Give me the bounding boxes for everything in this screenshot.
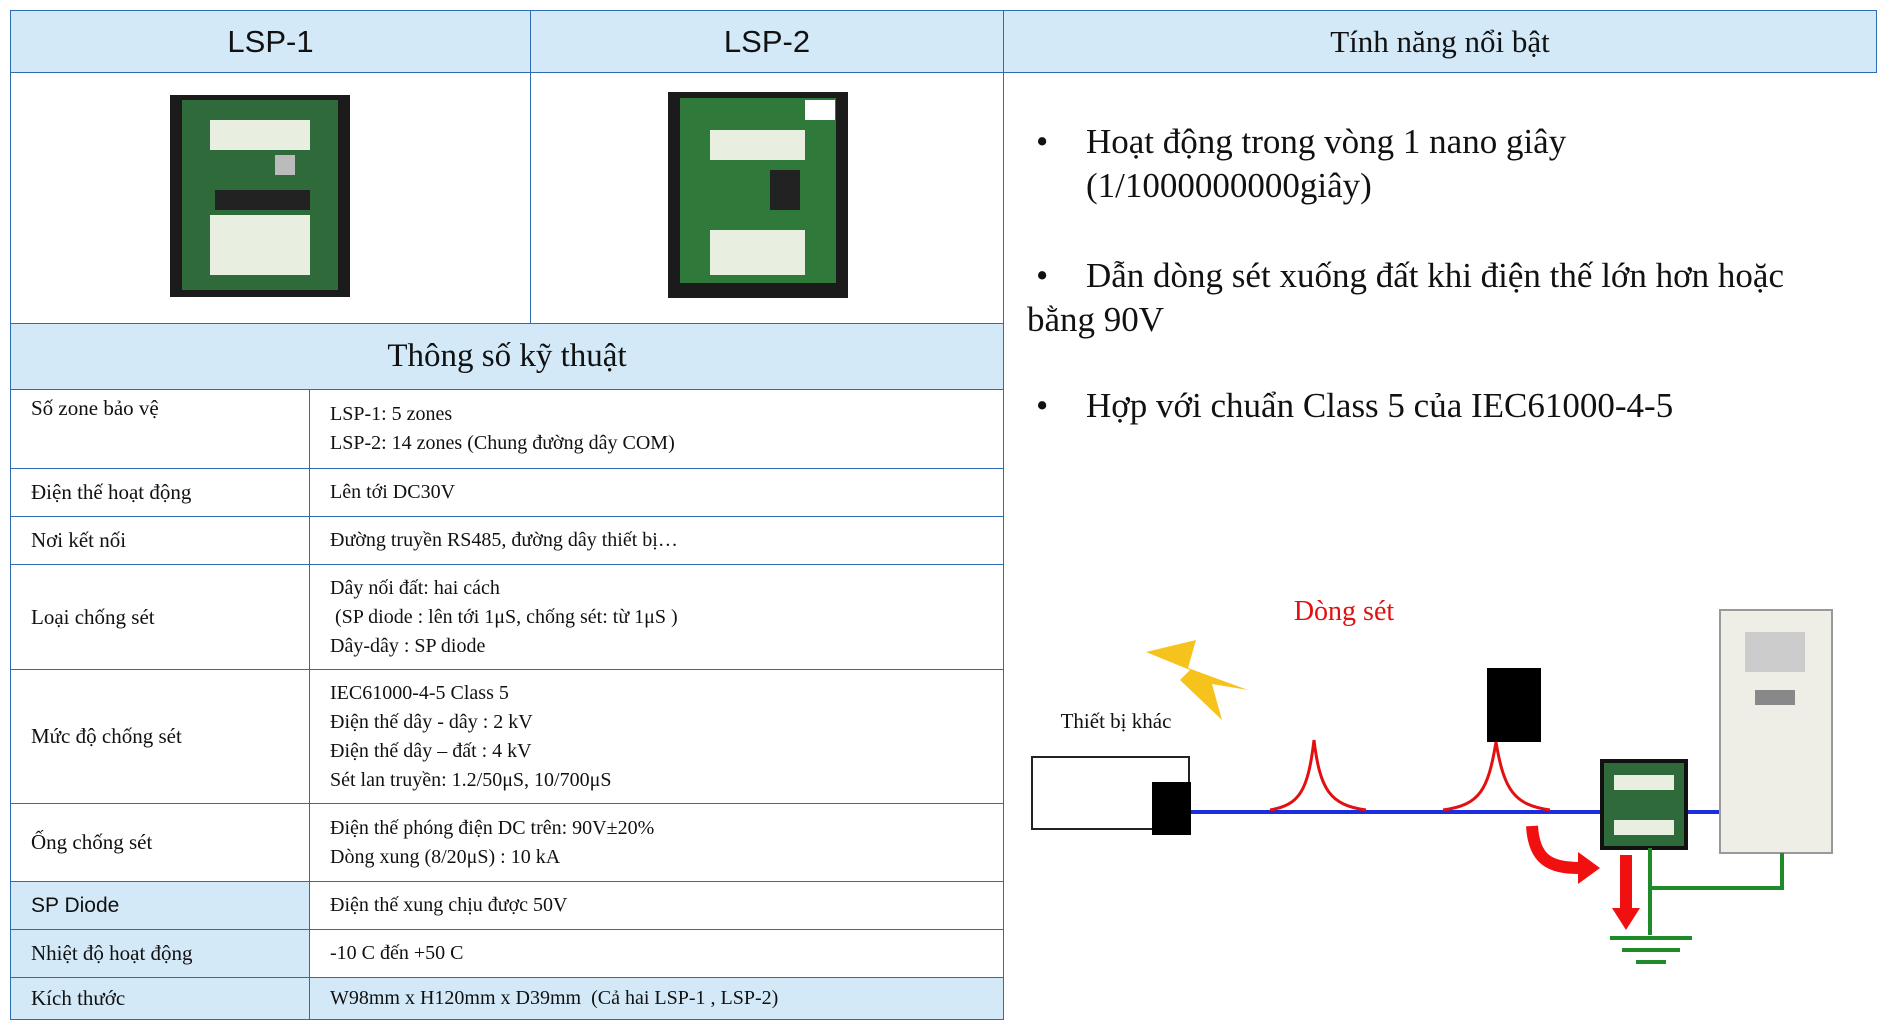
- feature-line: bằng 90V: [1027, 300, 1165, 339]
- surge-pulse: [1269, 739, 1367, 812]
- diagram: [1031, 609, 1833, 964]
- surge-pulse: [1442, 741, 1551, 812]
- spec-label-cell: Loại chống sét: [10, 564, 310, 670]
- spec-value-line: (SP diode : lên tới 1μS, chống sét: từ 1…: [330, 605, 678, 628]
- feature-line: (1/1000000000giây): [1086, 166, 1372, 205]
- spec-label: Kích thước: [31, 986, 126, 1010]
- spec-label-cell: Kích thước: [10, 977, 310, 1020]
- spec-label: Ống chống sét: [31, 830, 153, 854]
- spec-label-cell: Điện thế hoạt động: [10, 468, 310, 517]
- spec-value-line: Điện thế dây - dây : 2 kV: [330, 710, 533, 733]
- spec-label: SP Diode: [31, 893, 120, 917]
- spec-label: Số zone bảo vệ: [31, 396, 159, 420]
- spec-label: Nơi kết nối: [31, 528, 127, 552]
- protector-block: [1487, 668, 1541, 742]
- specs-title: Thông số kỹ thuật: [387, 338, 627, 374]
- spec-value-line: Lên tới DC30V: [330, 481, 456, 503]
- feature-line: Dẫn dòng sét xuống đất khi điện thế lớn …: [1086, 256, 1785, 295]
- spec-value-line: -10 C đến +50 C: [330, 942, 464, 964]
- device-box: [1031, 756, 1190, 830]
- spec-label-cell: Nhiệt độ hoạt động: [10, 929, 310, 978]
- header-cell: Tính năng nổi bật: [1003, 10, 1877, 73]
- spec-value-line: W98mm x H120mm x D39mm (Cả hai LSP-1 , L…: [330, 987, 779, 1009]
- spec-value-line: LSP-2: 14 zones (Chung đường dây COM): [330, 432, 675, 454]
- lightning-icon: [1146, 640, 1248, 720]
- surge-arrow: [1526, 825, 1581, 874]
- spec-value-cell: Điện thế xung chịu được 50V: [309, 881, 1004, 930]
- image-cell: [10, 72, 531, 324]
- spec-value-line: LSP-1: 5 zones: [330, 403, 453, 425]
- control-panel: [1719, 609, 1833, 854]
- spec-value-line: Dây nối đất: hai cách: [330, 576, 500, 599]
- header-text: LSP-1: [227, 23, 314, 59]
- spec-label: Mức độ chống sét: [31, 724, 182, 748]
- spec-value-line: Đường truyền RS485, đường dây thiết bị…: [330, 529, 678, 551]
- bullet: •: [1036, 256, 1049, 295]
- header-cell: LSP-2: [530, 10, 1004, 73]
- spec-value-cell: -10 C đến +50 C: [309, 929, 1004, 978]
- spec-value-cell: LSP-1: 5 zones LSP-2: 14 zones (Chung đườ…: [309, 389, 1004, 469]
- spec-label: Loại chống sét: [31, 604, 155, 629]
- spec-label-cell: Số zone bảo vệ: [10, 389, 310, 469]
- spec-label-cell: Nơi kết nối: [10, 516, 310, 565]
- spec-label-cell: Mức độ chống sét: [10, 669, 310, 804]
- spec-value-line: Dây-dây : SP diode: [330, 634, 486, 657]
- spec-label: Nhiệt độ hoạt động: [31, 941, 193, 965]
- spec-value-line: Điện thế xung chịu được 50V: [330, 894, 568, 916]
- spec-value-cell: Lên tới DC30V: [309, 468, 1004, 517]
- spec-value-cell: Đường truyền RS485, đường dây thiết bị…: [309, 516, 1004, 565]
- spec-value-cell: IEC61000-4-5 Class 5 Điện thế dây - dây :…: [309, 669, 1004, 804]
- feature-line: Hợp với chuẩn Class 5 của IEC61000-4-5: [1086, 386, 1674, 425]
- device-label: Thiết bị khác: [1061, 709, 1172, 733]
- spec-value-line: IEC61000-4-5 Class 5: [330, 681, 509, 704]
- ground-wire: [1650, 853, 1784, 890]
- spec-value-line: Sét lan truyền: 1.2/50μS, 10/700μS: [330, 768, 612, 791]
- header-text: Tính năng nổi bật: [1330, 23, 1550, 59]
- surge-label: Dòng sét: [1294, 596, 1395, 627]
- spec-value-line: Điện thế phóng điện DC trên: 90V±20%: [330, 816, 655, 839]
- specs-title-cell: Thông số kỹ thuật: [10, 323, 1004, 390]
- spec-value-line: Dòng xung (8/20μS) : 10 kA: [330, 845, 561, 868]
- spec-value-cell: W98mm x H120mm x D39mm (Cả hai LSP-1 , L…: [309, 977, 1004, 1020]
- spec-label-cell: Ống chống sét: [10, 803, 310, 882]
- spec-label-cell: SP Diode: [10, 881, 310, 930]
- header-cell: LSP-1: [10, 10, 531, 73]
- bullet: •: [1036, 122, 1049, 161]
- spec-value-cell: Dây nối đất: hai cách (SP diode : lên tớ…: [309, 564, 1004, 670]
- protector-block: [1152, 782, 1191, 835]
- spec-label: Điện thế hoạt động: [31, 480, 192, 504]
- bullet: •: [1036, 386, 1049, 425]
- feature-line: Hoạt động trong vòng 1 nano giây: [1086, 122, 1567, 161]
- image-cell: [530, 72, 1004, 324]
- header-text: LSP-2: [723, 23, 811, 59]
- lsp-module: [1600, 759, 1688, 850]
- spec-value-line: Điện thế dây – đất : 4 kV: [330, 739, 532, 762]
- spec-value-cell: Điện thế phóng điện DC trên: 90V±20% Dòng…: [309, 803, 1004, 882]
